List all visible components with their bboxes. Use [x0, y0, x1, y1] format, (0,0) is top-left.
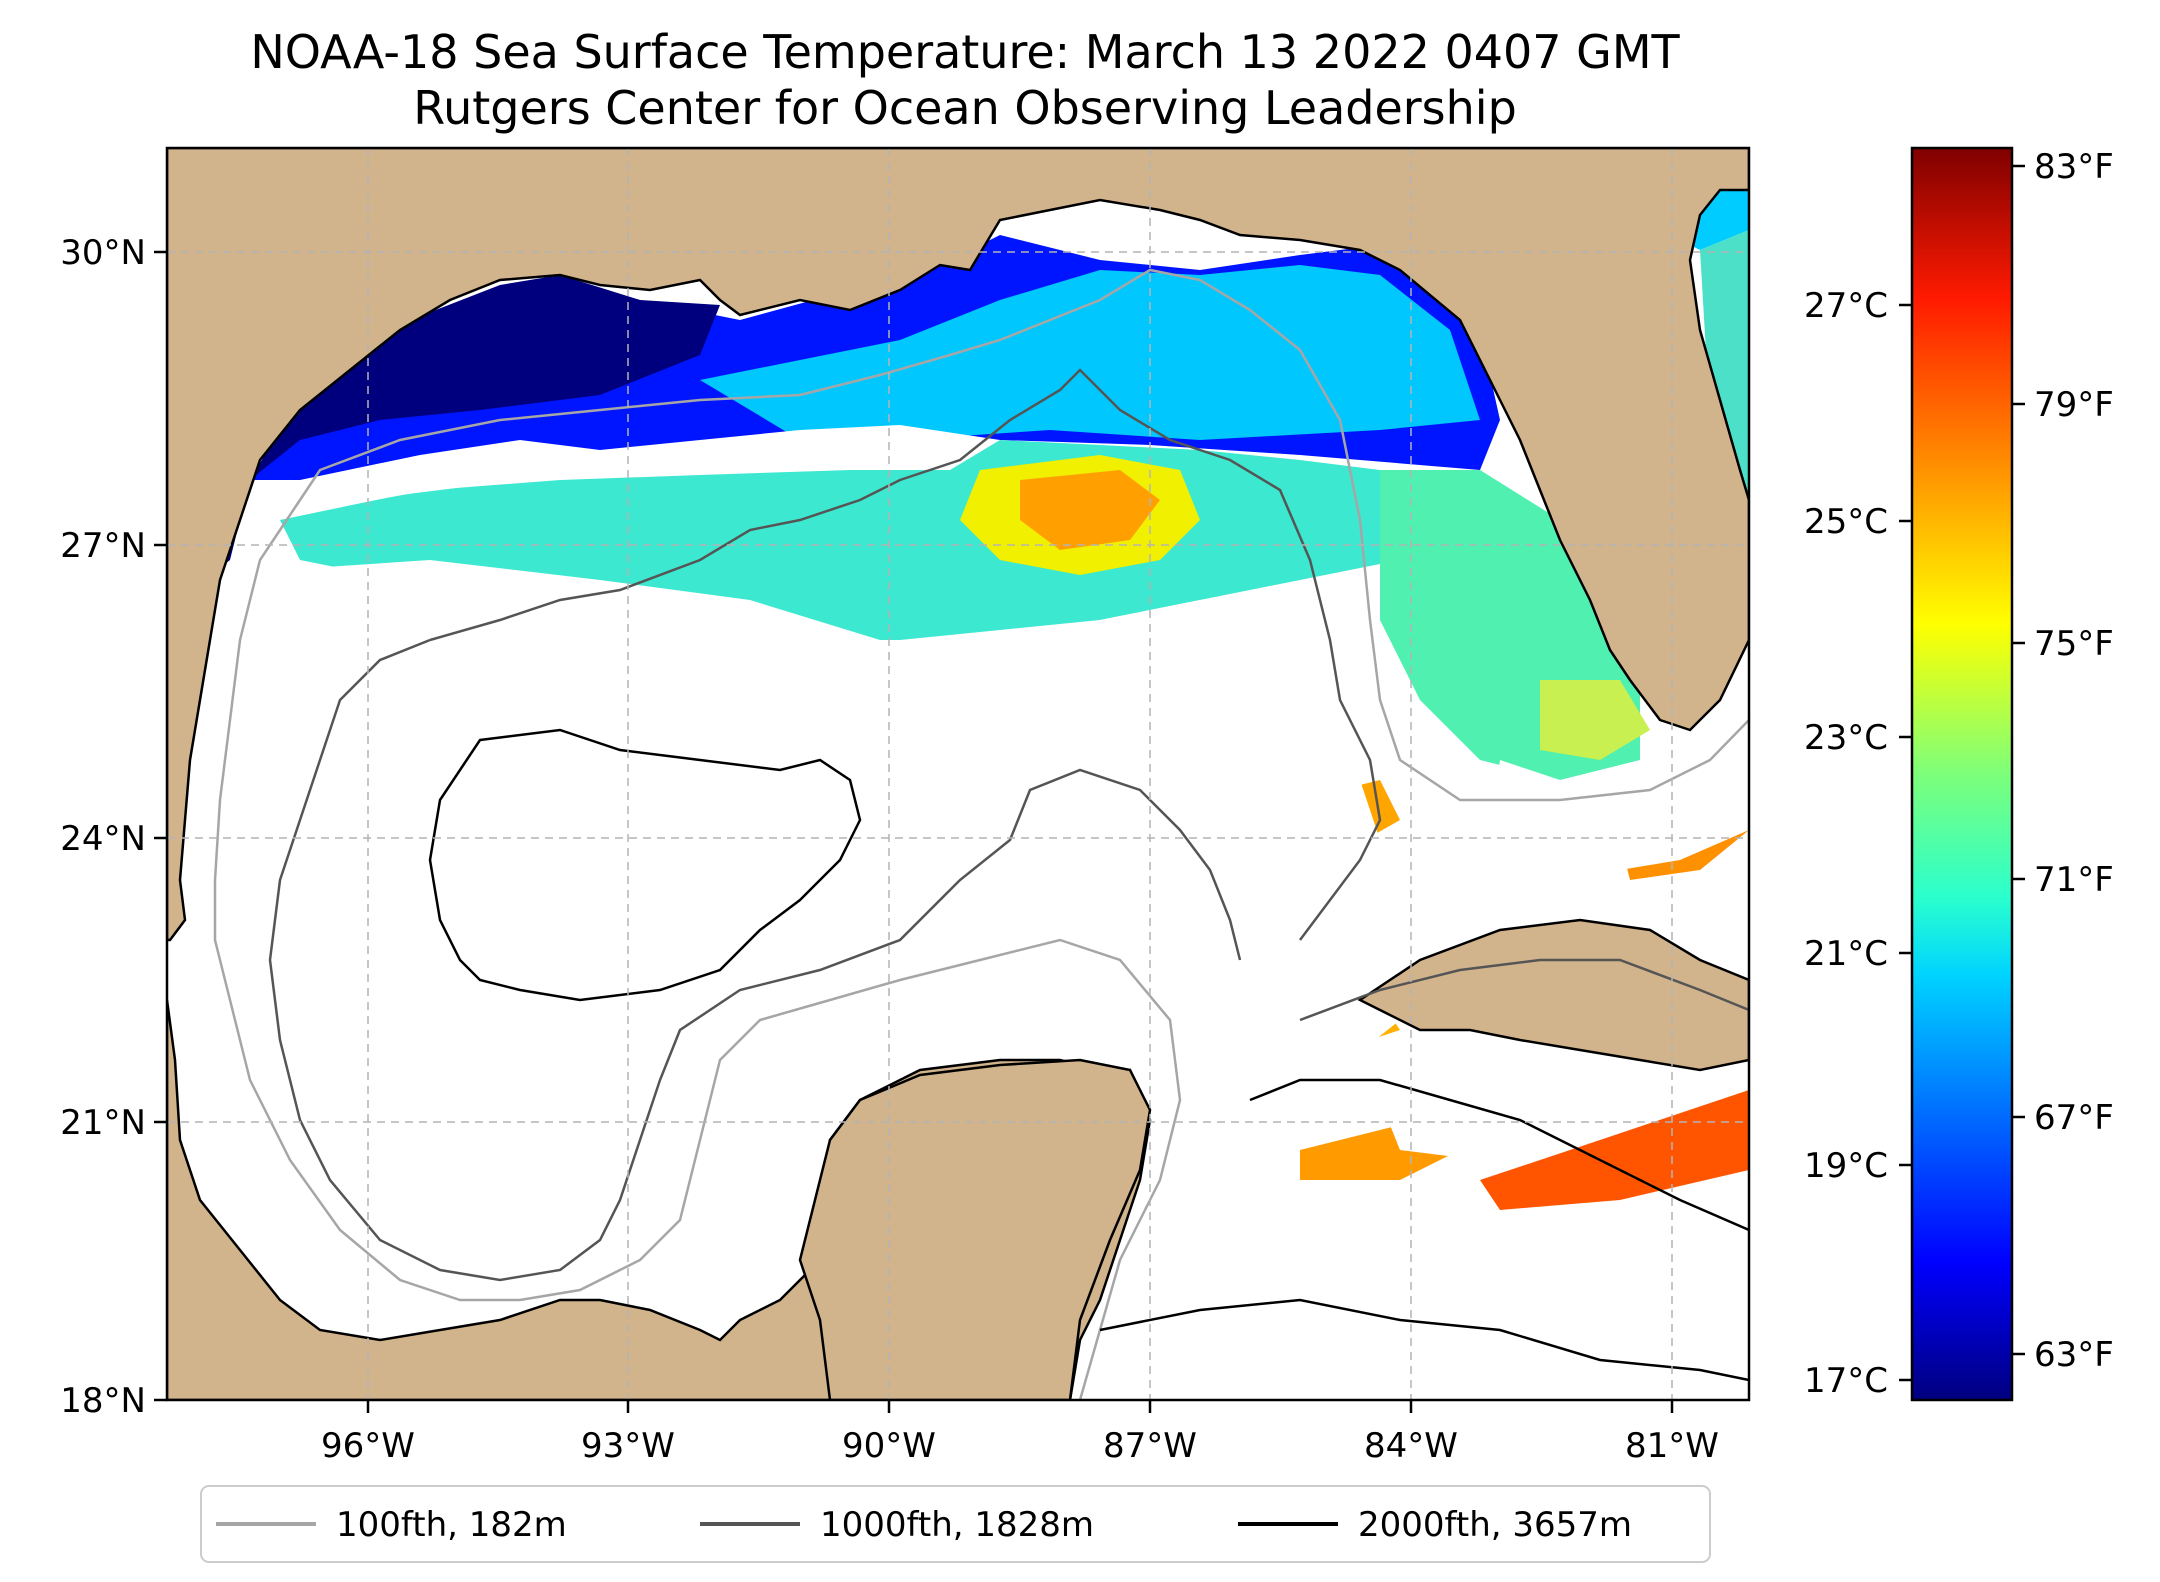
celsius-label-17: 17°C	[1804, 1361, 1888, 1401]
contour-2000fth-south	[1099, 1298, 1749, 1382]
fahrenheit-label-63: 63°F	[2034, 1335, 2114, 1375]
legend-label-2000fth: 2000fth, 3657m	[1358, 1505, 1632, 1545]
colorbar-celsius-labels: 27°C 25°C 23°C 21°C 19°C 17°C	[1804, 286, 1888, 1401]
fahrenheit-label-79: 79°F	[2034, 385, 2114, 425]
sst-patch-fl-keys	[1540, 680, 1650, 760]
contour-1000fth-carib	[1299, 958, 1749, 1022]
sst-patch-coast-dark	[180, 275, 720, 600]
lat-label-24: 24°N	[60, 819, 146, 859]
fahrenheit-label-67: 67°F	[2034, 1098, 2114, 1138]
sst-patch-cyan	[700, 265, 1480, 440]
legend-item-2000fth: 2000fth, 3657m	[1238, 1505, 1632, 1545]
contour-1000fth	[429, 368, 1382, 941]
celsius-label-21: 21°C	[1804, 934, 1888, 974]
lat-label-21: 21°N	[60, 1103, 146, 1143]
colorbar-celsius-ticks	[1899, 303, 1912, 1382]
legend-label-100fth: 100fth, 182m	[336, 1505, 567, 1545]
celsius-label-23: 23°C	[1804, 718, 1888, 758]
contour-2000fth	[428, 728, 862, 1002]
celsius-label-27: 27°C	[1804, 286, 1888, 326]
lon-label-87: 87°W	[1103, 1426, 1197, 1466]
legend: 100fth, 182m 1000fth, 1828m 2000fth, 365…	[200, 1485, 1711, 1563]
celsius-label-19: 19°C	[1804, 1146, 1888, 1186]
legend-item-1000fth: 1000fth, 1828m	[700, 1505, 1094, 1545]
legend-label-1000fth: 1000fth, 1828m	[820, 1505, 1094, 1545]
lon-label-81: 81°W	[1625, 1426, 1719, 1466]
land-us-gulf-coast	[167, 148, 1749, 942]
lon-label-84: 84°W	[1364, 1426, 1458, 1466]
latitude-labels: 30°N 27°N 24°N 21°N 18°N	[60, 233, 146, 1421]
lat-label-18: 18°N	[60, 1381, 146, 1421]
map-title: NOAA-18 Sea Surface Temperature: March 1…	[250, 25, 1680, 79]
sst-patch-caribbean	[1480, 1090, 1749, 1210]
colorbar-gradient	[1910, 146, 2014, 1402]
fahrenheit-label-75: 75°F	[2034, 624, 2114, 664]
land-yucatan	[798, 1058, 1152, 1400]
longitude-labels: 96°W 93°W 90°W 87°W 84°W 81°W	[321, 1426, 1719, 1466]
fahrenheit-label-71: 71°F	[2034, 860, 2114, 900]
contour-100fth-west	[213, 499, 1182, 1400]
legend-item-100fth: 100fth, 182m	[216, 1505, 567, 1545]
map-panel	[167, 148, 1749, 1400]
lon-label-93: 93°W	[581, 1426, 675, 1466]
lat-label-27: 27°N	[60, 526, 146, 566]
contour-2000fth-east	[1249, 1078, 1749, 1232]
lon-label-90: 90°W	[842, 1426, 936, 1466]
colorbar: 27°C 25°C 23°C 21°C 19°C 17°C 83°F 79°F …	[1804, 146, 2114, 1402]
land-cuba	[1357, 918, 1749, 1072]
map-subtitle: Rutgers Center for Ocean Observing Leade…	[413, 81, 1517, 135]
map-frame	[165, 146, 1751, 1402]
axis-ticks	[154, 250, 1674, 1413]
fahrenheit-label-83: 83°F	[2034, 147, 2114, 187]
lat-label-30: 30°N	[60, 233, 146, 273]
colorbar-fahrenheit-ticks	[2012, 164, 2025, 1356]
land-layer	[167, 148, 1749, 1400]
sst-patch-orange	[1020, 470, 1160, 550]
contour-100fth	[298, 268, 1749, 802]
colorbar-fahrenheit-labels: 83°F 79°F 75°F 71°F 67°F 63°F	[2034, 147, 2114, 1375]
legend-box	[200, 1485, 1711, 1563]
bathymetry-contours	[213, 268, 1749, 1400]
lon-label-96: 96°W	[321, 1426, 415, 1466]
gridlines	[167, 148, 1749, 1400]
celsius-label-25: 25°C	[1804, 502, 1888, 542]
contour-1000fth-west	[268, 638, 1242, 1282]
